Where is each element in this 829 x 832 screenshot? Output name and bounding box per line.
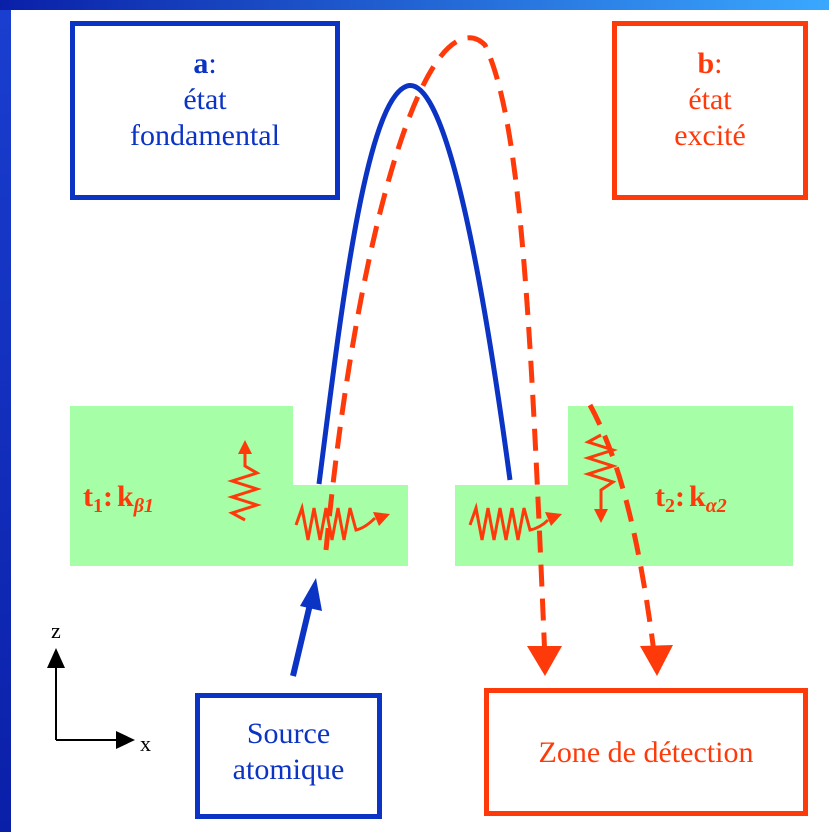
z-axis-arrow-icon — [47, 648, 65, 668]
atomic-source-line2: atomique — [232, 753, 345, 786]
laser-2-sep: : — [675, 480, 685, 513]
ground-state-trajectory — [316, 83, 513, 485]
source-arrow-shaft — [290, 595, 315, 677]
x-axis-label: x — [140, 731, 151, 756]
laser-2-t-sub: 2 — [665, 495, 675, 517]
excited-state-trajectory-1 — [323, 35, 548, 661]
excited-state-title: b: — [617, 46, 803, 82]
photon-horizontal-1-head — [373, 512, 390, 526]
frame-left-border — [0, 0, 11, 832]
photon-horizontal-1 — [294, 502, 377, 541]
laser-2-k-sub: α2 — [705, 495, 727, 517]
excited-state-box: b: état excité — [612, 21, 808, 200]
photon-vertical-2 — [583, 433, 618, 510]
frame-top-border — [0, 0, 829, 10]
photon-vertical-2-head — [594, 509, 608, 523]
photon-vertical-1-head — [238, 440, 252, 454]
excited-state-trajectory-2 — [587, 403, 658, 661]
laser-1-t-sub: 1 — [93, 495, 103, 517]
laser-1-k-sub: β1 — [133, 495, 154, 517]
excited-state-line2: excité — [674, 119, 746, 152]
detection-arrow-head-1 — [527, 646, 562, 676]
ground-state-title: a: — [75, 46, 335, 82]
detection-zone-box: Zone de détection — [484, 688, 808, 816]
x-axis-arrow-icon — [116, 731, 135, 749]
ground-state-line2: fondamental — [130, 119, 280, 152]
atomic-source-box: Source atomique — [195, 693, 382, 819]
laser-1-t: t — [83, 480, 93, 513]
source-arrow-head — [300, 578, 322, 611]
ground-state-colon: : — [208, 47, 217, 80]
z-axis-label: z — [51, 618, 61, 643]
photon-vertical-1 — [227, 452, 262, 522]
excited-state-colon: : — [714, 47, 723, 80]
detection-zone-label: Zone de détection — [538, 736, 754, 769]
excited-state-line1: état — [688, 83, 732, 116]
laser-2-t: t — [655, 480, 665, 513]
ground-state-line1: état — [183, 83, 227, 116]
ground-state-box: a: état fondamental — [70, 21, 340, 200]
excited-state-letter: b — [697, 47, 715, 80]
photon-horizontal-2 — [468, 502, 550, 541]
laser-1-sep: : — [103, 480, 113, 513]
ground-state-letter: a — [193, 47, 209, 80]
laser-2-k: k — [689, 480, 706, 513]
atomic-source-line1: Source — [246, 717, 331, 750]
detection-arrow-head-2 — [640, 645, 673, 676]
laser-1-k: k — [117, 480, 134, 513]
laser-1-label: t1: kβ1 — [83, 480, 154, 518]
laser-2-label: t2: kα2 — [655, 480, 727, 518]
photon-horizontal-2-head — [545, 512, 562, 526]
